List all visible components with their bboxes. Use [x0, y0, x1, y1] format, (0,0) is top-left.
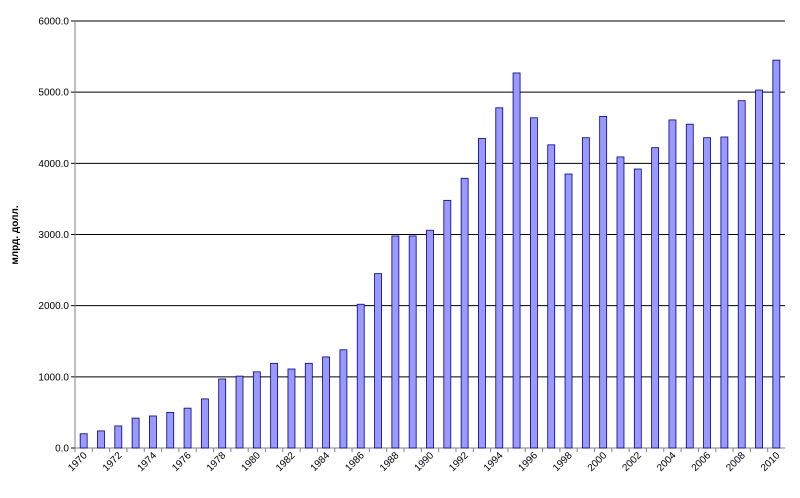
x-tick-label: 1970	[66, 450, 90, 474]
x-tick-label: 1996	[517, 450, 541, 474]
bar	[374, 273, 382, 449]
bar	[443, 199, 452, 449]
bar	[287, 368, 296, 449]
bar	[616, 156, 625, 449]
bar	[530, 117, 538, 449]
x-tick-label: 1998	[551, 450, 575, 474]
bar	[97, 430, 105, 449]
bar	[772, 59, 781, 449]
x-tick-label: 2010	[759, 450, 783, 474]
x-tick-label: 1992	[447, 450, 471, 474]
bar	[270, 362, 279, 449]
x-tick-label: 1988	[378, 450, 402, 474]
x-tick-label: 2002	[620, 450, 644, 474]
x-tick-label: 1990	[413, 450, 437, 474]
x-tick-label: 1978	[205, 450, 229, 474]
bar	[339, 349, 348, 449]
y-axis-label: млрд. долл.	[10, 205, 21, 264]
x-tick-label: 2006	[690, 450, 714, 474]
x-tick-label: 1974	[136, 450, 160, 474]
x-tick-label: 1972	[101, 450, 125, 474]
bar	[668, 119, 677, 449]
x-tick-label: 1980	[239, 450, 263, 474]
y-tick-label: 5000.0	[38, 88, 69, 99]
bar	[460, 177, 469, 449]
y-tick-label: 0.0	[55, 444, 69, 455]
bar	[581, 137, 590, 449]
bar	[252, 371, 261, 449]
bar	[322, 356, 330, 449]
x-tick-label: 1984	[309, 450, 333, 474]
bar	[651, 147, 660, 449]
bar	[304, 362, 313, 449]
bar	[166, 412, 175, 449]
bar	[599, 115, 608, 449]
bar	[218, 378, 227, 449]
bar	[685, 123, 694, 449]
bar	[755, 89, 763, 449]
x-tick-label: 1986	[343, 450, 367, 474]
bar	[391, 235, 400, 449]
x-tick-label: 1994	[482, 450, 506, 474]
bar	[703, 137, 711, 449]
x-tick-label: 2000	[586, 450, 610, 474]
bar	[200, 398, 209, 449]
bar	[512, 72, 521, 449]
x-tick-label: 2004	[655, 450, 679, 474]
bar	[183, 407, 192, 449]
bar	[408, 235, 417, 449]
bar	[79, 433, 88, 449]
y-tick-label: 2000.0	[38, 301, 69, 312]
bar	[737, 100, 746, 449]
bar	[131, 417, 140, 449]
bar	[426, 229, 434, 449]
bar	[633, 168, 642, 449]
bar	[114, 425, 123, 449]
x-tick-label: 1982	[274, 450, 298, 474]
y-tick-label: 4000.0	[38, 159, 69, 170]
bar	[564, 173, 573, 449]
bar	[235, 375, 244, 449]
x-tick-label: 1976	[170, 450, 194, 474]
bar	[495, 107, 504, 449]
bar	[149, 415, 157, 449]
y-tick-label: 1000.0	[38, 372, 69, 383]
y-tick-label: 6000.0	[38, 17, 69, 28]
bar	[478, 138, 486, 449]
y-tick-label: 3000.0	[38, 230, 69, 241]
bar	[720, 136, 729, 449]
x-tick-label: 2008	[724, 450, 748, 474]
bar	[356, 303, 365, 449]
bar	[547, 144, 556, 449]
